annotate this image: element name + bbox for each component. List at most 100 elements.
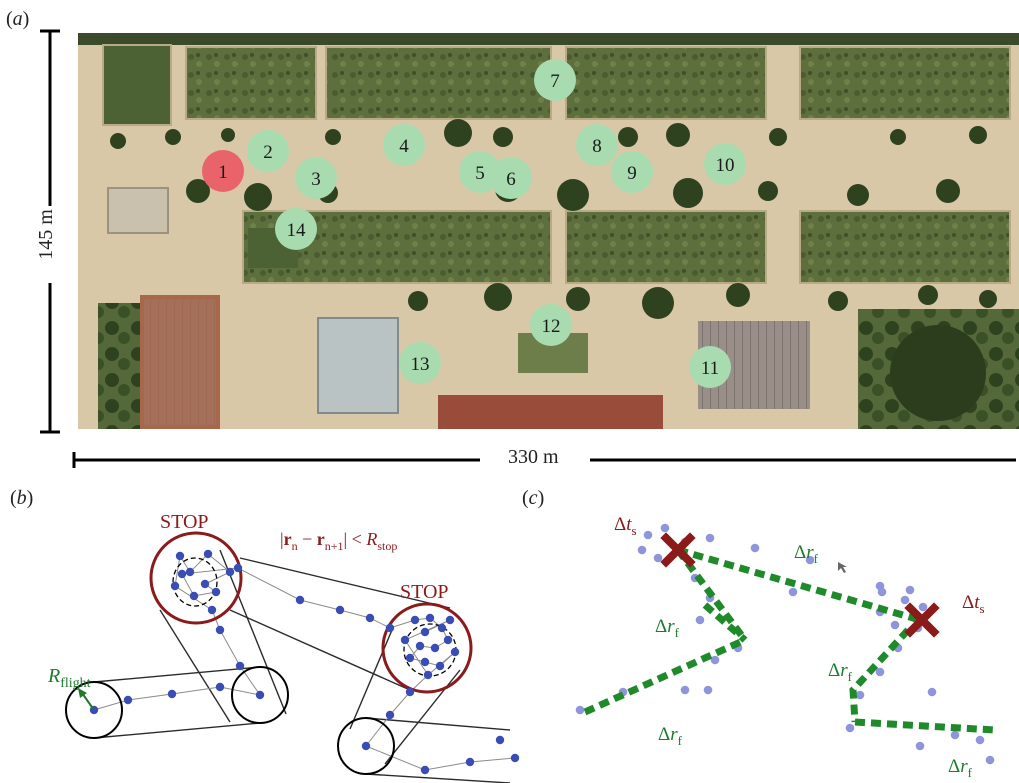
trajectory-point xyxy=(420,657,430,667)
trajectory-diagram: Δts Δts Δrf Δrf Δrf Δrf Δrf xyxy=(575,514,996,780)
trajectory-point xyxy=(405,687,415,697)
trajectory-point xyxy=(225,567,235,577)
stop-cross-icon xyxy=(660,532,696,568)
panel-c-label: (c) xyxy=(522,487,545,509)
trajectory-point xyxy=(510,753,520,763)
flight-length-label: Δrf xyxy=(658,724,683,748)
flight-circle-2 xyxy=(231,666,289,724)
trajectory-point xyxy=(175,551,185,561)
location-point xyxy=(918,602,928,612)
station-marker-1: 1 xyxy=(202,150,244,192)
station-number: 11 xyxy=(701,358,719,379)
station-circle xyxy=(247,130,289,172)
station-number: 14 xyxy=(287,220,307,241)
location-point xyxy=(890,620,900,630)
stop-duration-label: Δts xyxy=(614,514,637,538)
stop-duration-label: Δts xyxy=(962,592,985,616)
location-point xyxy=(950,730,960,740)
stop-flight-diagram: STOP STOP |rn − rn+1| < Rstop Rflight xyxy=(47,511,520,783)
location-point xyxy=(915,741,925,751)
trajectory-point xyxy=(203,549,213,559)
flight-path xyxy=(854,718,996,734)
width-scale-bar xyxy=(72,452,1016,468)
trajectory-point xyxy=(443,635,453,645)
location-point xyxy=(855,690,865,700)
map-drawing xyxy=(78,33,1019,429)
trajectory-point xyxy=(295,595,305,605)
station-marker-13: 13 xyxy=(399,342,441,384)
trajectory-point xyxy=(335,605,345,615)
station-circle xyxy=(399,342,441,384)
trajectory-point xyxy=(361,741,371,751)
stop-circle-2 xyxy=(381,602,473,694)
flight-length-label: Δrf xyxy=(948,756,973,780)
station-marker-10: 10 xyxy=(704,143,746,185)
station-marker-14: 14 xyxy=(275,208,317,250)
stop-label-2: STOP xyxy=(400,581,449,603)
trajectory-point xyxy=(465,757,475,767)
station-circle xyxy=(383,124,425,166)
location-point xyxy=(927,687,937,697)
station-circle xyxy=(295,157,337,199)
trajectory-point xyxy=(415,641,425,651)
stop-cluster-1 xyxy=(172,557,218,607)
trajectory-point xyxy=(425,613,435,623)
flight-length-label: Δrf xyxy=(655,616,680,640)
trajectory-point xyxy=(420,627,430,637)
station-number: 7 xyxy=(550,71,560,92)
location-point xyxy=(975,735,985,745)
flight-length-label: Δrf xyxy=(828,660,853,684)
trajectory-point xyxy=(385,623,395,633)
station-circle xyxy=(576,124,618,166)
station-circle xyxy=(275,208,317,250)
flight-path xyxy=(583,636,747,716)
station-number: 10 xyxy=(716,155,735,176)
location-point xyxy=(575,705,585,715)
height-scale-label: 145 m xyxy=(34,208,57,260)
location-point xyxy=(905,585,915,595)
flight-envelope-line xyxy=(229,609,411,691)
station-number: 3 xyxy=(311,169,321,190)
station-marker-8: 8 xyxy=(576,124,618,166)
station-number: 13 xyxy=(411,354,430,375)
station-marker-4: 4 xyxy=(383,124,425,166)
station-marker-9: 9 xyxy=(611,151,653,193)
flight-length-label: Δrf xyxy=(794,542,819,566)
flight-circle-1 xyxy=(65,681,123,739)
location-point xyxy=(788,587,798,597)
station-number: 2 xyxy=(263,142,273,163)
flight-circle-3 xyxy=(337,717,395,775)
station-marker-12: 12 xyxy=(530,304,572,346)
flight-envelope-line xyxy=(239,557,451,609)
satellite-map: 1 2 3 4 5 6 7 8 9 10 11 12 13 14 xyxy=(78,33,1019,429)
flight-envelope-line xyxy=(159,609,231,723)
flight-envelope-line xyxy=(93,722,261,739)
station-number: 12 xyxy=(542,316,561,337)
station-circle xyxy=(704,143,746,185)
location-point xyxy=(695,615,705,625)
flight-envelope-line xyxy=(365,773,511,783)
location-point xyxy=(660,523,670,533)
station-circle xyxy=(611,151,653,193)
trajectory-point xyxy=(423,670,433,680)
station-marker-7: 7 xyxy=(534,59,576,101)
trajectory-point xyxy=(189,591,199,601)
trajectory-point xyxy=(185,567,195,577)
location-point xyxy=(845,723,855,733)
flight-radius-arrow xyxy=(81,692,95,711)
station-number: 5 xyxy=(475,163,485,184)
width-scale-label: 330 m xyxy=(500,446,567,469)
height-scale-bar xyxy=(40,29,60,434)
flight-radius-label: Rflight xyxy=(47,665,91,691)
trajectory-point xyxy=(365,613,375,623)
trajectory-point xyxy=(211,587,221,597)
trajectory-point xyxy=(207,605,217,615)
stop-condition-label: |rn − rn+1| < Rstop xyxy=(280,529,397,553)
station-circle xyxy=(689,346,731,388)
stop-label-1: STOP xyxy=(160,511,209,533)
location-point xyxy=(900,595,910,605)
trajectory-point xyxy=(445,615,455,625)
trajectory-point xyxy=(450,647,460,657)
station-circle xyxy=(490,157,532,199)
